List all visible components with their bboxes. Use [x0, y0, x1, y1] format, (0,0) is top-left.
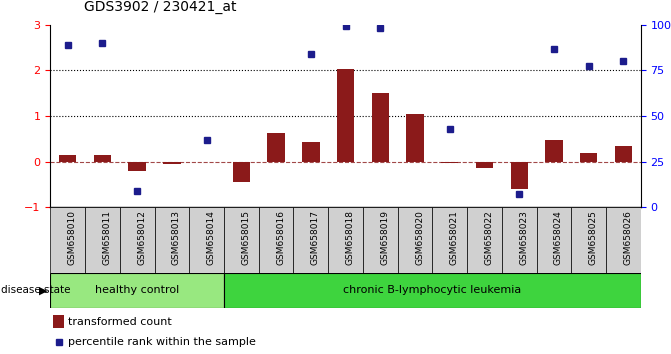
Text: GSM658019: GSM658019 — [380, 210, 389, 266]
Bar — [53, 315, 64, 328]
Text: GSM658021: GSM658021 — [450, 210, 459, 265]
Text: transformed count: transformed count — [68, 316, 172, 327]
Bar — [94, 155, 111, 161]
Text: GSM658026: GSM658026 — [623, 210, 633, 265]
Text: GSM658018: GSM658018 — [346, 210, 354, 266]
FancyBboxPatch shape — [293, 207, 328, 273]
Bar — [441, 161, 458, 163]
FancyBboxPatch shape — [571, 207, 606, 273]
Bar — [233, 161, 250, 182]
FancyBboxPatch shape — [120, 207, 154, 273]
FancyBboxPatch shape — [398, 207, 432, 273]
Text: ▶: ▶ — [38, 285, 47, 295]
Text: GDS3902 / 230421_at: GDS3902 / 230421_at — [84, 0, 236, 14]
Text: GSM658023: GSM658023 — [519, 210, 528, 265]
Bar — [407, 114, 423, 161]
Text: GSM658012: GSM658012 — [137, 210, 146, 265]
FancyBboxPatch shape — [432, 207, 467, 273]
FancyBboxPatch shape — [154, 207, 189, 273]
Text: GSM658022: GSM658022 — [484, 210, 493, 265]
Bar — [476, 161, 493, 169]
Bar — [59, 155, 76, 161]
FancyBboxPatch shape — [224, 207, 259, 273]
Bar — [302, 142, 319, 161]
FancyBboxPatch shape — [363, 207, 398, 273]
Bar — [198, 161, 215, 162]
Bar — [372, 93, 389, 161]
FancyBboxPatch shape — [50, 207, 85, 273]
Bar — [268, 133, 285, 161]
FancyBboxPatch shape — [537, 207, 571, 273]
Text: GSM658016: GSM658016 — [276, 210, 285, 266]
Text: GSM658020: GSM658020 — [415, 210, 424, 265]
FancyBboxPatch shape — [224, 273, 641, 308]
Text: GSM658010: GSM658010 — [68, 210, 76, 266]
Text: chronic B-lymphocytic leukemia: chronic B-lymphocytic leukemia — [344, 285, 521, 295]
Bar — [546, 139, 563, 161]
Text: GSM658014: GSM658014 — [207, 210, 215, 265]
Text: GSM658025: GSM658025 — [588, 210, 598, 265]
Bar — [615, 145, 632, 161]
FancyBboxPatch shape — [606, 207, 641, 273]
Text: GSM658015: GSM658015 — [242, 210, 250, 266]
Bar — [511, 161, 528, 189]
FancyBboxPatch shape — [50, 273, 224, 308]
Text: disease state: disease state — [1, 285, 70, 295]
FancyBboxPatch shape — [189, 207, 224, 273]
Bar — [580, 153, 597, 161]
FancyBboxPatch shape — [85, 207, 120, 273]
Bar — [163, 161, 180, 164]
Bar — [337, 69, 354, 161]
Text: GSM658017: GSM658017 — [311, 210, 320, 266]
Bar — [128, 161, 146, 171]
Text: GSM658013: GSM658013 — [172, 210, 181, 266]
Text: GSM658024: GSM658024 — [554, 210, 563, 265]
FancyBboxPatch shape — [502, 207, 537, 273]
Text: GSM658011: GSM658011 — [103, 210, 111, 266]
FancyBboxPatch shape — [328, 207, 363, 273]
FancyBboxPatch shape — [259, 207, 293, 273]
FancyBboxPatch shape — [467, 207, 502, 273]
Text: healthy control: healthy control — [95, 285, 179, 295]
Text: percentile rank within the sample: percentile rank within the sample — [68, 337, 256, 347]
